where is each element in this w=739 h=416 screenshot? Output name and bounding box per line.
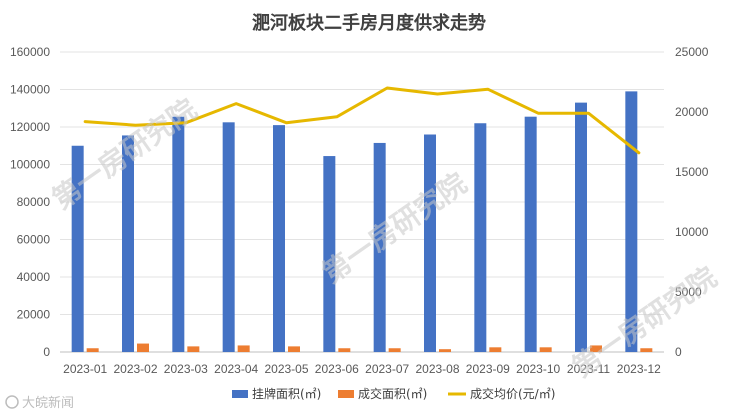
right-tick-label: 15000 xyxy=(675,165,709,179)
legend-label: 挂牌面积(㎡) xyxy=(252,387,321,401)
bar-transaction-area xyxy=(86,348,99,352)
right-axis-ticks: 0 5000 10000 15000 20000 25000 xyxy=(675,45,709,359)
logo-text: 大皖新闻 xyxy=(22,395,74,411)
left-tick-label: 120000 xyxy=(10,120,50,134)
x-tick-label: 2023-05 xyxy=(264,362,308,376)
x-tick-label: 2023-12 xyxy=(617,362,661,376)
left-tick-label: 60000 xyxy=(17,233,51,247)
bar-listing-area xyxy=(172,116,185,352)
x-tick-label: 2023-03 xyxy=(164,362,208,376)
left-tick-label: 80000 xyxy=(17,195,51,209)
left-axis-ticks: 0 20000 40000 60000 80000 100000 120000 140000 1… xyxy=(10,45,50,359)
bar-transaction-area xyxy=(137,343,149,352)
bar-listing-area xyxy=(424,134,436,352)
logo: 大皖新闻 xyxy=(5,395,74,411)
logo-icon xyxy=(5,395,19,409)
legend-swatch xyxy=(232,390,248,398)
bar-listing-area xyxy=(474,123,487,352)
left-tick-label: 20000 xyxy=(17,308,51,322)
left-tick-label: 0 xyxy=(43,345,50,359)
bar-listing-area xyxy=(524,116,537,352)
bar-transaction-area xyxy=(338,348,351,352)
bar-listing-area xyxy=(373,142,386,352)
x-tick-label: 2023-11 xyxy=(567,362,610,376)
legend-label: 成交面积(㎡) xyxy=(358,386,427,401)
x-tick-label: 2023-07 xyxy=(365,362,409,376)
bar-transaction-area xyxy=(640,348,653,352)
watermark-text: 第一房研究院 xyxy=(316,167,473,290)
right-tick-label: 0 xyxy=(675,345,682,359)
bar-transaction-area xyxy=(187,346,200,352)
bar-transaction-area xyxy=(388,348,401,352)
bar-transaction-area xyxy=(237,345,250,352)
bar-transaction-area xyxy=(489,347,502,352)
bar-listing-area xyxy=(575,102,587,352)
x-tick-label: 2023-04 xyxy=(214,362,258,376)
bar-listing-area xyxy=(222,122,235,352)
x-tick-label: 2023-06 xyxy=(315,362,359,376)
bar-transaction-area xyxy=(590,345,602,352)
legend-label: 成交均价(元/㎡) xyxy=(470,386,555,401)
bar-transaction-area xyxy=(288,346,300,352)
x-tick-label: 2023-01 xyxy=(63,362,107,376)
gridlines xyxy=(60,51,664,353)
x-axis-ticks: 2023-01 2023-02 2023-03 2023-04 2023-05 2023-… xyxy=(63,362,661,376)
right-tick-label: 25000 xyxy=(675,45,709,59)
bar-listing-area xyxy=(71,145,84,352)
x-tick-label: 2023-08 xyxy=(415,362,459,376)
left-tick-label: 160000 xyxy=(10,45,50,59)
chart-title: 淝河板块二手房月度供求走势 xyxy=(252,12,486,34)
bar-transaction-area xyxy=(539,347,552,352)
x-tick-label: 2023-09 xyxy=(466,362,510,376)
line-layer xyxy=(83,86,641,155)
legend-swatch xyxy=(338,390,354,398)
line-avg-price xyxy=(83,86,641,155)
right-tick-label: 20000 xyxy=(675,105,709,119)
bar-listing-area xyxy=(273,125,285,352)
bar-listing-area xyxy=(323,156,336,352)
left-tick-label: 40000 xyxy=(17,270,51,284)
x-tick-label: 2023-02 xyxy=(113,362,157,376)
bar-layer xyxy=(71,91,653,352)
left-tick-label: 100000 xyxy=(10,158,50,172)
bar-listing-area xyxy=(625,91,638,352)
left-tick-label: 140000 xyxy=(10,83,50,97)
bar-transaction-area xyxy=(439,349,451,352)
right-tick-label: 10000 xyxy=(675,225,709,239)
x-tick-label: 2023-10 xyxy=(516,362,560,376)
legend: 挂牌面积(㎡) 成交面积(㎡) 成交均价(元/㎡) xyxy=(232,386,555,401)
right-tick-label: 5000 xyxy=(675,285,702,299)
bar-listing-area xyxy=(122,135,134,352)
